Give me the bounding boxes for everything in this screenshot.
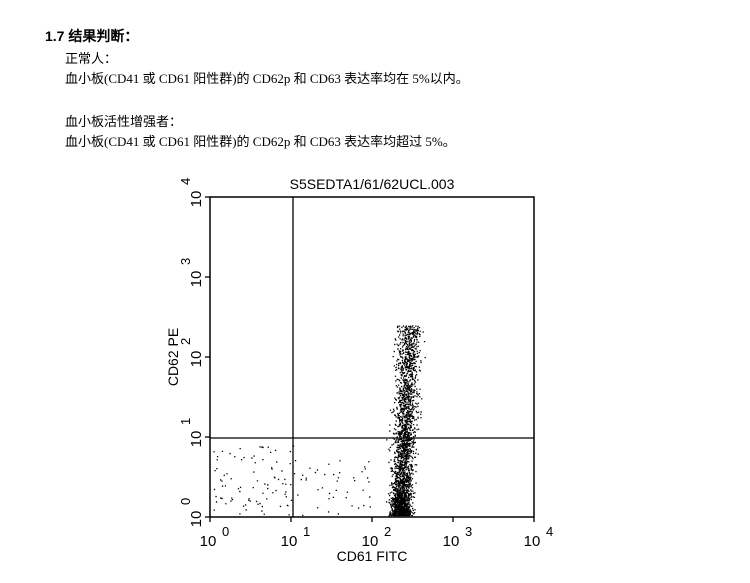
figure-title: S5SEDTA1/61/62UCL.003 [290, 176, 455, 192]
x-tick-base: 10 [200, 533, 217, 550]
heading: 正常人： [65, 51, 118, 66]
y-tick-base: 10 [188, 351, 205, 368]
y-tick-base: 10 [188, 511, 205, 528]
axis-ticks: 10 0 10 1 10 2 10 3 10 4 10 0 10 1 10 2 10 3 10 4 [178, 178, 553, 550]
x-tick-base: 10 [524, 533, 541, 550]
y-tick-exponent: 4 [178, 178, 193, 185]
paragraph: 血小板(CD41 或 CD61 阳性群)的 CD62p 和 CD63 表达率均超… [65, 134, 456, 149]
y-axis-label: CD62 PE [165, 328, 181, 386]
x-tick-exponent: 2 [384, 524, 391, 539]
paragraph: 血小板(CD41 或 CD61 阳性群)的 CD62p 和 CD63 表达率均在… [65, 71, 469, 86]
y-tick-exponent: 2 [178, 338, 193, 345]
y-tick-exponent: 3 [178, 258, 193, 265]
x-tick-exponent: 4 [546, 524, 553, 539]
x-tick-exponent: 0 [222, 524, 229, 539]
x-tick-base: 10 [281, 533, 298, 550]
y-tick-base: 10 [188, 271, 205, 288]
x-tick-exponent: 3 [465, 524, 472, 539]
dots [213, 325, 426, 517]
y-tick-exponent: 1 [178, 418, 193, 425]
y-tick-base: 10 [188, 431, 205, 448]
x-axis-label: CD61 FITC [337, 548, 408, 564]
y-tick-exponent: 0 [178, 498, 193, 505]
x-tick-base: 10 [443, 533, 460, 550]
section-title: 1.7 结果判断： [45, 28, 139, 44]
heading: 血小板活性增强者： [65, 114, 183, 129]
x-tick-base: 10 [362, 533, 379, 550]
plot-frame [209, 196, 535, 518]
x-tick-exponent: 1 [303, 524, 310, 539]
scatter-dots [213, 325, 426, 517]
y-tick-base: 10 [188, 191, 205, 208]
